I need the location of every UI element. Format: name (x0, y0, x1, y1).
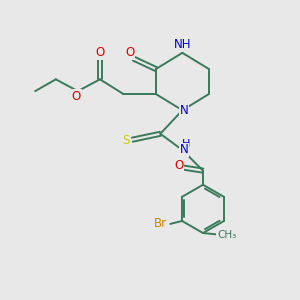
Text: Br: Br (154, 218, 167, 230)
Text: N: N (179, 104, 188, 117)
Text: N: N (179, 143, 188, 157)
Text: CH₃: CH₃ (217, 230, 236, 239)
Text: NH: NH (174, 38, 191, 51)
Text: O: O (126, 46, 135, 59)
Text: S: S (122, 134, 130, 147)
Text: O: O (95, 46, 105, 59)
Text: O: O (174, 159, 184, 172)
Text: O: O (72, 90, 81, 103)
Text: H: H (182, 139, 190, 148)
